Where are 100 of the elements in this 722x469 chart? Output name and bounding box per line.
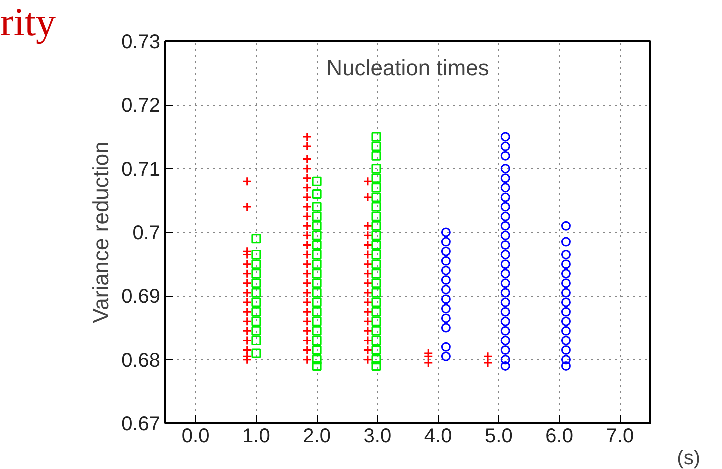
point	[372, 288, 382, 298]
point	[372, 212, 382, 222]
point	[312, 260, 322, 270]
point	[500, 250, 510, 260]
point	[252, 234, 262, 244]
point	[500, 230, 510, 240]
x-tick-label: 6.0	[546, 426, 574, 448]
point	[312, 250, 322, 260]
point	[441, 228, 451, 238]
point	[372, 183, 382, 193]
point	[500, 307, 510, 317]
point	[312, 221, 322, 231]
point	[372, 132, 382, 142]
y-tick-label: 0.7	[132, 222, 161, 244]
point	[372, 142, 382, 152]
point	[500, 298, 510, 308]
point	[561, 316, 571, 326]
point	[372, 151, 382, 161]
point	[312, 346, 322, 356]
y-tick-label: 0.67	[122, 414, 161, 436]
point	[561, 307, 571, 317]
point	[561, 250, 571, 260]
x-tick-label: 7.0	[606, 426, 634, 448]
point	[561, 298, 571, 308]
point	[252, 326, 262, 336]
point	[372, 221, 382, 231]
point	[561, 260, 571, 270]
point	[561, 237, 571, 247]
point	[561, 278, 571, 288]
point	[500, 183, 510, 193]
point	[372, 240, 382, 250]
point	[372, 230, 382, 240]
y-tick-label: 0.71	[122, 158, 161, 181]
point	[500, 174, 510, 184]
point	[372, 355, 382, 365]
point	[561, 361, 571, 371]
point	[252, 348, 262, 358]
point	[372, 316, 382, 326]
point	[372, 326, 382, 336]
point	[252, 288, 262, 298]
point	[441, 342, 451, 352]
x-tick-label: 3.0	[364, 426, 392, 448]
point	[561, 221, 571, 231]
text: rity	[0, 0, 56, 44]
point	[500, 132, 510, 142]
point	[372, 278, 382, 288]
point	[500, 142, 510, 152]
point	[312, 288, 322, 298]
x-tick-label: 0.0	[182, 426, 210, 448]
point	[500, 326, 510, 336]
point	[312, 278, 322, 288]
point	[441, 256, 451, 266]
point	[312, 361, 322, 371]
x-tick-label: 1.0	[242, 426, 270, 448]
x-axis-title: (s)	[677, 448, 701, 469]
point	[500, 288, 510, 298]
point	[441, 237, 451, 247]
point	[312, 240, 322, 250]
point	[372, 269, 382, 279]
point	[372, 164, 382, 174]
point	[500, 346, 510, 356]
point	[441, 266, 451, 276]
point	[252, 269, 262, 279]
point	[500, 221, 510, 231]
point	[372, 346, 382, 356]
text: Nucleation times	[326, 56, 490, 80]
point	[500, 240, 510, 250]
point	[372, 307, 382, 317]
x-tick-label: 4.0	[424, 426, 452, 448]
point	[312, 190, 322, 200]
point	[372, 174, 382, 184]
point	[500, 355, 510, 365]
point	[561, 269, 571, 279]
point	[441, 285, 451, 295]
point	[500, 336, 510, 346]
point	[500, 316, 510, 326]
point	[372, 298, 382, 308]
y-axis-title: Variance reduction	[88, 142, 114, 324]
point	[252, 278, 262, 288]
point	[441, 276, 451, 285]
point	[441, 246, 451, 256]
point	[252, 307, 262, 317]
point	[561, 288, 571, 298]
point	[252, 298, 262, 308]
y-tick-label: 0.73	[122, 32, 161, 54]
point	[312, 307, 322, 317]
point	[441, 294, 451, 304]
x-tick-label: 2.0	[303, 426, 331, 448]
point	[561, 346, 571, 356]
point	[312, 355, 322, 365]
point	[312, 326, 322, 336]
point	[500, 151, 510, 161]
point	[312, 316, 322, 326]
point	[252, 250, 262, 260]
point	[441, 323, 451, 333]
y-tick-label: 0.68	[122, 350, 161, 372]
point	[312, 230, 322, 240]
point	[372, 192, 382, 202]
point	[500, 212, 510, 222]
point	[500, 192, 510, 202]
